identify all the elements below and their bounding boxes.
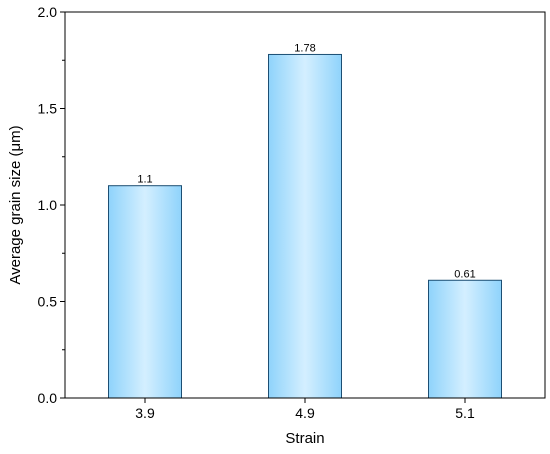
- x-tick-label-3.9: 3.9: [135, 405, 155, 421]
- x-axis-ticks: 3.9 4.9 5.1: [135, 398, 475, 421]
- y-tick-label-2.0: 2.0: [38, 4, 58, 20]
- y-axis-ticks: 0.0 0.5 1.0 1.5 2.0: [38, 4, 65, 406]
- data-labels-group: 1.1 1.78 0.61: [137, 42, 475, 280]
- x-axis-label: Strain: [285, 430, 324, 447]
- data-label-3.9: 1.1: [137, 174, 152, 186]
- y-axis-label: Average grain size (μm): [7, 125, 24, 284]
- x-tick-label-4.9: 4.9: [295, 405, 315, 421]
- bar-4.9: [268, 53, 342, 399]
- bars-group: [108, 53, 502, 399]
- bar-5.1: [428, 279, 502, 399]
- data-label-4.9: 1.78: [294, 42, 315, 54]
- y-tick-label-1.5: 1.5: [38, 101, 58, 117]
- y-tick-label-0.5: 0.5: [38, 294, 58, 310]
- y-tick-label-1.0: 1.0: [38, 197, 58, 213]
- y-tick-label-0.0: 0.0: [38, 390, 58, 406]
- data-label-5.1: 0.61: [454, 268, 475, 280]
- x-tick-label-5.1: 5.1: [455, 405, 475, 421]
- bar-3.9: [108, 185, 182, 399]
